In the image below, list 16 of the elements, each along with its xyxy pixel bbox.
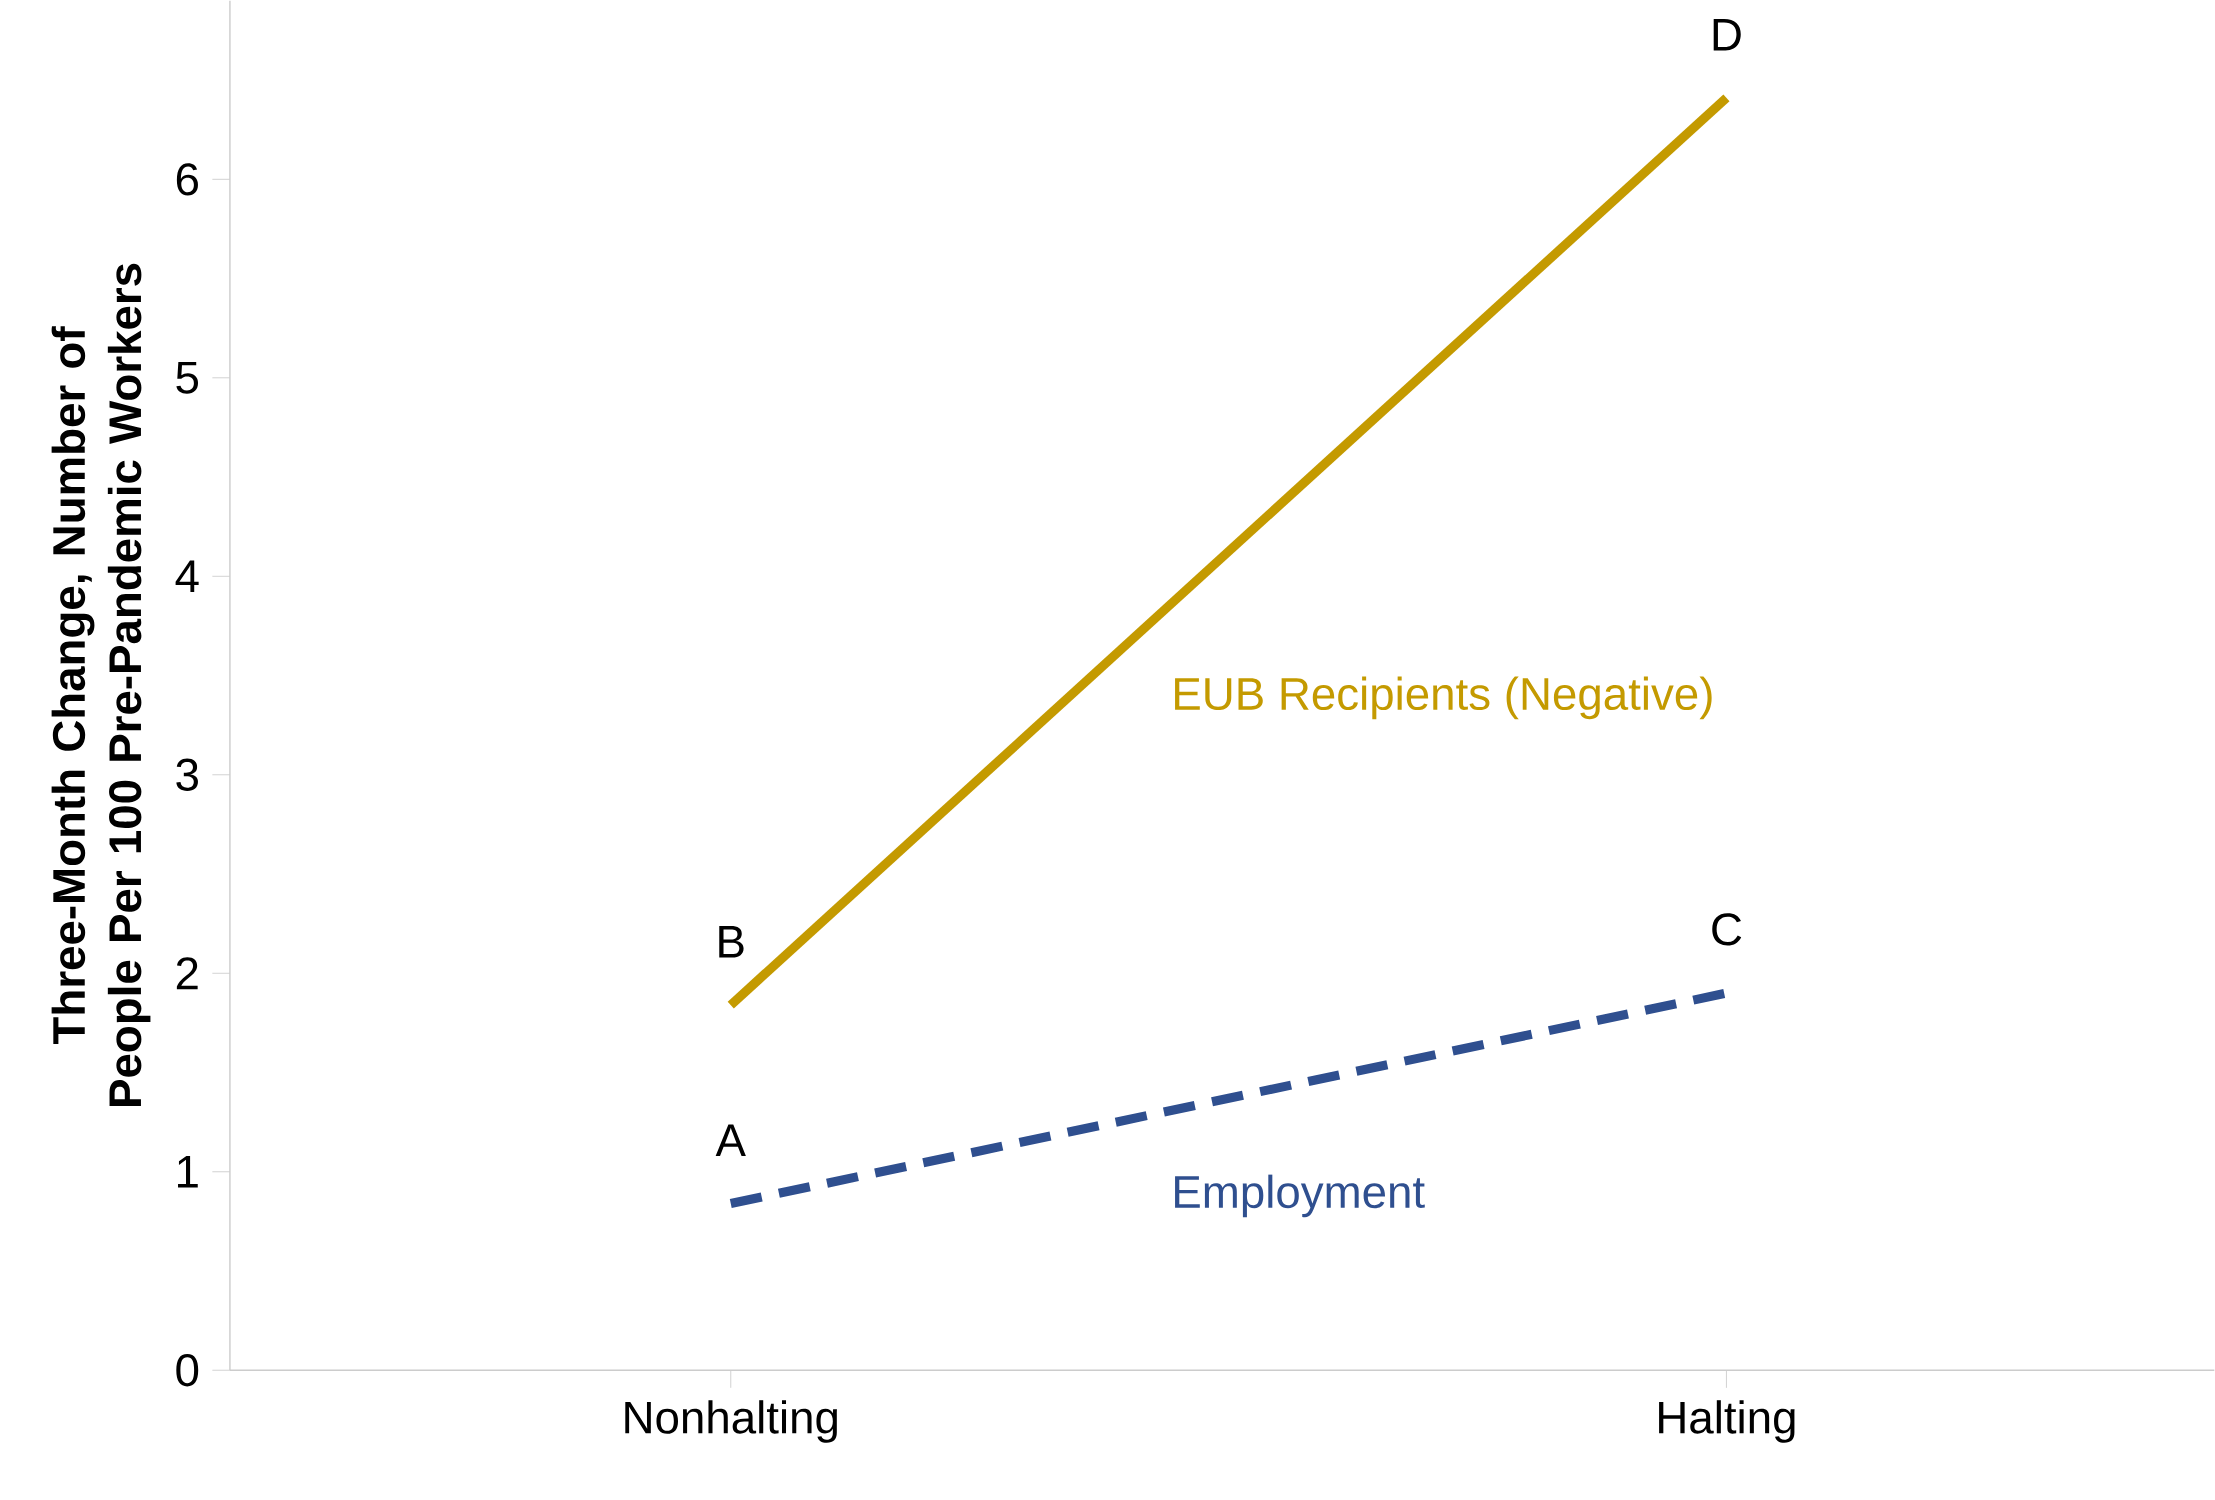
y-tick-label: 5 — [176, 361, 199, 394]
y-tick-label: 0 — [176, 1353, 199, 1387]
y-tick-label: 4 — [175, 560, 199, 592]
y-tick-label: 2 — [176, 957, 198, 990]
y-tick-label: 1 — [178, 1155, 198, 1188]
x-tick-label: Halting — [1659, 1400, 1795, 1443]
y-tick-label: 6 — [176, 163, 198, 196]
y-axis-title: Three-Month Change, Number of People Per 100 Pre-Pandemic Workers — [51, 263, 151, 1106]
annotation: D — [1713, 18, 1741, 51]
annotation: C — [1712, 913, 1742, 946]
y-tick-label: 3 — [176, 758, 198, 791]
series-label: EUB Recipients (Negative) — [1175, 676, 1712, 720]
annotation: B — [719, 925, 744, 958]
annotation: A — [715, 1124, 746, 1156]
x-tick-label: Nonhalting — [625, 1400, 837, 1443]
series-label: Employment — [1175, 1174, 1425, 1218]
